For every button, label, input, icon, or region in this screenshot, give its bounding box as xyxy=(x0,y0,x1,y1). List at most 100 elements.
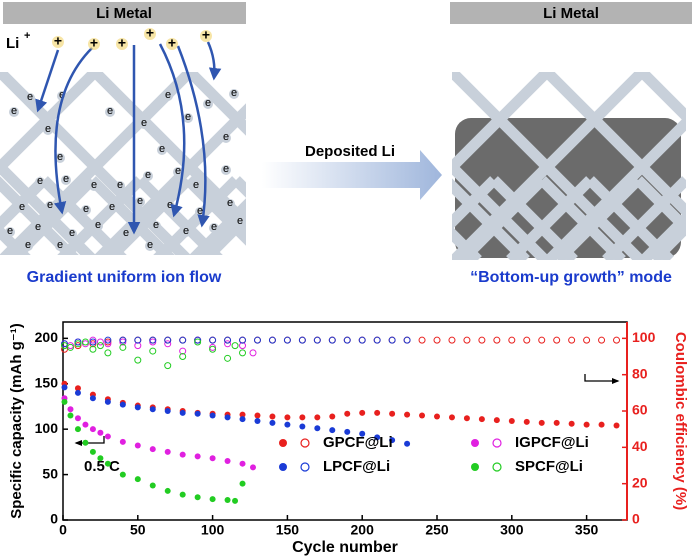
efficiency-point xyxy=(403,336,411,344)
x-axis-label: Cycle number xyxy=(292,539,398,556)
x-tick-label: 50 xyxy=(130,522,146,538)
ion xyxy=(88,38,100,50)
capacity-point xyxy=(299,423,306,430)
efficiency-point xyxy=(478,336,486,344)
efficiency-point xyxy=(253,336,261,344)
electron xyxy=(139,119,149,129)
capacity-point xyxy=(119,471,126,478)
electron xyxy=(33,223,43,233)
lattice-bar xyxy=(650,220,686,260)
lattice-bar xyxy=(0,176,48,232)
lattice-bar xyxy=(0,159,96,255)
efficiency-point xyxy=(328,336,336,344)
electron xyxy=(235,217,245,227)
legend-label: LPCF@Li xyxy=(323,458,390,475)
right-caption: “Bottom-up growth” mode xyxy=(470,269,672,286)
capacity-point xyxy=(74,415,81,422)
capacity-point xyxy=(97,429,104,436)
capacity-point xyxy=(61,398,68,405)
efficiency-point xyxy=(194,336,202,344)
electron-label: e xyxy=(109,201,115,213)
capacity-point xyxy=(239,480,246,487)
electron-label: e xyxy=(223,131,229,143)
ion-symbol: + xyxy=(54,33,62,49)
electron-label: e xyxy=(141,117,147,129)
right-lattice xyxy=(452,72,686,260)
efficiency-point xyxy=(313,336,321,344)
lattice-bar xyxy=(452,178,530,260)
lattice-bar xyxy=(136,176,223,255)
capacity-point xyxy=(194,453,201,460)
li-metal-bar xyxy=(450,2,692,24)
electron xyxy=(61,175,71,185)
capacity-point xyxy=(149,482,156,489)
legend-marker xyxy=(300,462,310,472)
efficiency-point xyxy=(134,336,142,344)
capacity-point xyxy=(269,413,276,420)
electron xyxy=(25,93,35,103)
electron-label: e xyxy=(175,165,181,177)
electron-label: e xyxy=(223,163,229,175)
electron-label: e xyxy=(69,227,75,239)
lattice-bar xyxy=(458,176,546,260)
efficiency-point xyxy=(74,340,82,348)
legend-label: GPCF@Li xyxy=(323,434,393,451)
electron-label: e xyxy=(227,197,233,209)
capacity-point xyxy=(97,455,104,462)
efficiency-point xyxy=(418,336,426,344)
electron-label: e xyxy=(193,179,199,191)
electron xyxy=(173,167,183,177)
ion-flow xyxy=(35,41,222,235)
capacity-point xyxy=(314,425,321,432)
efficiency-point xyxy=(119,336,127,344)
capacity-point xyxy=(284,414,291,421)
capacity-point xyxy=(329,413,336,420)
legend-marker xyxy=(471,463,479,471)
efficiency-point xyxy=(568,336,576,344)
capacity-point xyxy=(82,421,89,428)
electron-label: e xyxy=(231,87,237,99)
efficiency-point xyxy=(119,338,127,346)
efficiency-point xyxy=(60,340,68,348)
process-arrow xyxy=(262,150,442,200)
lattice-bar xyxy=(184,176,246,246)
lattice-bar xyxy=(452,159,551,260)
efficiency-point xyxy=(209,343,217,351)
efficiency-point xyxy=(134,342,142,350)
electron-label: e xyxy=(19,201,25,213)
capacity-point xyxy=(194,494,201,501)
electron xyxy=(225,199,235,209)
lattice-bar xyxy=(538,176,626,260)
y2-tick-label: 40 xyxy=(632,438,648,454)
electron xyxy=(221,165,231,175)
lattice-bar xyxy=(682,180,686,188)
ion-symbol: + xyxy=(90,35,98,51)
efficiency-point xyxy=(249,349,257,357)
electron xyxy=(43,125,53,135)
electron-label: e xyxy=(183,225,189,237)
capacity-point xyxy=(232,497,239,504)
x-tick-label: 150 xyxy=(276,522,300,538)
capacity-point xyxy=(104,398,111,405)
capacity-point xyxy=(239,460,246,467)
lattice-bar xyxy=(543,115,686,260)
lattice-bar xyxy=(554,176,642,260)
efficiency-point xyxy=(598,336,606,344)
capacity-point xyxy=(478,416,485,423)
capacity-point xyxy=(299,414,306,421)
capacity-point xyxy=(329,427,336,434)
electron xyxy=(9,107,19,117)
electron xyxy=(183,113,193,123)
capacity-point xyxy=(254,412,261,419)
efficiency-point xyxy=(343,336,351,344)
efficiency-point xyxy=(239,336,247,344)
efficiency-point xyxy=(209,336,217,344)
efficiency-point xyxy=(149,347,157,355)
electron xyxy=(151,221,161,231)
electron xyxy=(115,181,125,191)
left-caption: Gradient uniform ion flow xyxy=(27,269,222,286)
electron-label: e xyxy=(205,97,211,109)
lattice-bar xyxy=(88,176,175,255)
efficiency-point xyxy=(104,338,112,346)
capacity-point xyxy=(493,417,500,424)
